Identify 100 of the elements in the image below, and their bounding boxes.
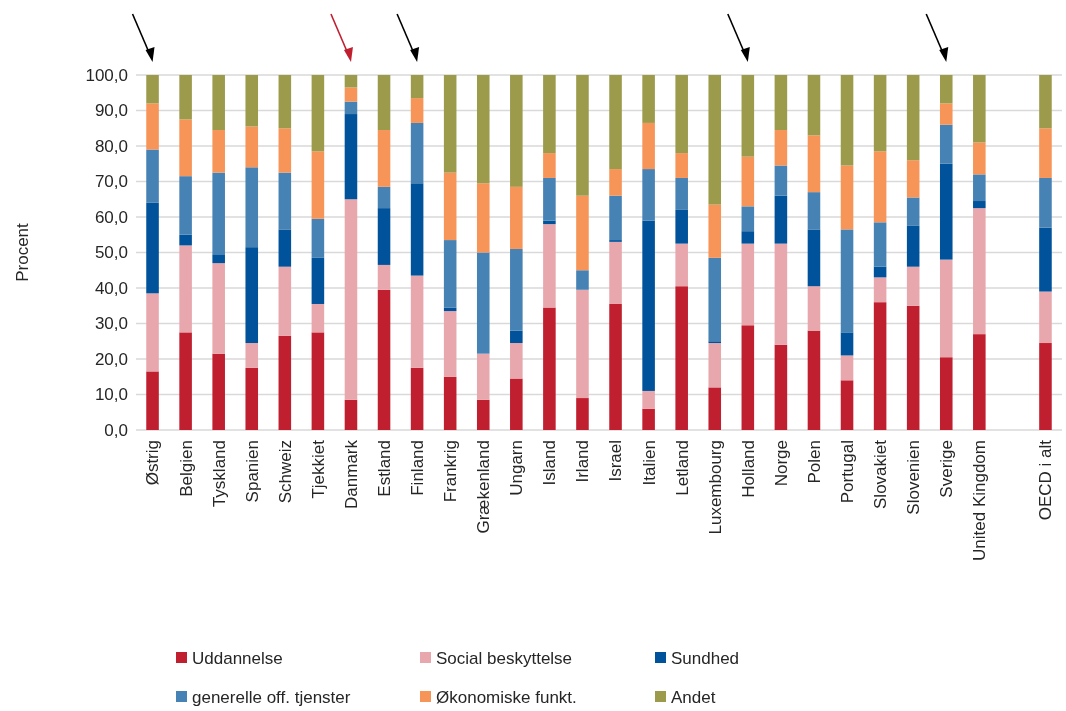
bar [973,208,986,335]
bar [708,257,722,342]
legend-label: Økonomiske funkt. [436,687,577,707]
x-tick-label: Belgien [176,440,196,497]
bar [1039,227,1052,292]
bar [708,387,722,430]
y-tick-label: 0,0 [104,420,128,440]
bar [576,195,589,271]
bar [807,135,821,193]
x-tick-label: Sverige [937,440,957,498]
bar [476,252,490,354]
bar [840,75,854,166]
bar [476,75,490,184]
bar [543,75,556,154]
bar [377,130,391,187]
bar [642,220,655,391]
bar [840,355,854,381]
bar [873,302,887,430]
bar [939,259,953,358]
x-tick-label: Israel [606,440,626,482]
x-tick-label: Schweiz [275,440,295,504]
y-tick-label: 60,0 [94,207,128,227]
bar [245,247,259,344]
bar [443,172,457,241]
bar [344,87,358,102]
bar [741,231,755,244]
bar [906,266,920,306]
x-tick-label: Tyskland [209,440,229,508]
bar [708,343,722,388]
bar [179,119,192,177]
bar [576,398,589,430]
bar [179,332,192,430]
bar [873,75,887,152]
legend-label: generelle off. tjenster [192,687,351,707]
bar [906,160,920,198]
bar [179,245,192,333]
x-tick-label: Irland [573,440,593,483]
bar [1039,343,1052,430]
x-tick-label: Italien [639,440,659,486]
bar [212,263,225,354]
bar [510,186,523,249]
bar [873,222,887,267]
legend-label: Uddannelse [192,648,283,668]
x-tick-label: Danmark [341,439,361,509]
bar [840,380,854,430]
bar [939,163,953,260]
bar [311,332,325,430]
bar [576,289,589,399]
legend-label: Andet [671,687,716,707]
bar [774,243,788,345]
bar [377,208,391,265]
bar [642,408,655,430]
bar [873,266,887,278]
bar [840,165,854,230]
bar [609,195,622,241]
bar [642,169,655,221]
bar [906,197,920,226]
y-tick-label: 70,0 [94,172,128,192]
bar [741,206,755,232]
bar [807,192,821,230]
bar [807,229,821,287]
bar [377,75,391,131]
bar [344,199,358,400]
bar [278,266,292,336]
bar [609,241,622,304]
bar [344,75,358,88]
bar [410,183,424,276]
bar [576,270,589,290]
bar [939,357,953,430]
x-tick-label: Slovakiet [871,439,891,509]
bar [212,172,225,255]
bar [543,153,556,178]
bar [675,177,688,210]
bar [642,122,655,170]
bar [939,75,953,104]
y-tick-label: 100,0 [85,65,128,85]
bar [675,209,688,244]
x-tick-label: Letland [672,440,692,496]
x-tick-label: Luxembourg [705,440,725,535]
bar [840,332,854,356]
bar [543,224,556,308]
bar [179,176,192,235]
bar [278,335,292,430]
bar [410,122,424,184]
bar [807,330,821,430]
bar [245,75,259,127]
y-tick-label: 10,0 [94,385,128,405]
bar [609,303,622,430]
bar [377,289,391,430]
bar [873,277,887,303]
x-tick-label: Tjekkiet [308,439,328,499]
bar [443,75,457,173]
bar [973,201,986,209]
bar [212,75,225,131]
bar [179,234,192,246]
bar [212,353,225,430]
bar [410,98,424,123]
bar [807,286,821,331]
x-tick-label: Holland [738,440,758,498]
bar [708,204,722,258]
